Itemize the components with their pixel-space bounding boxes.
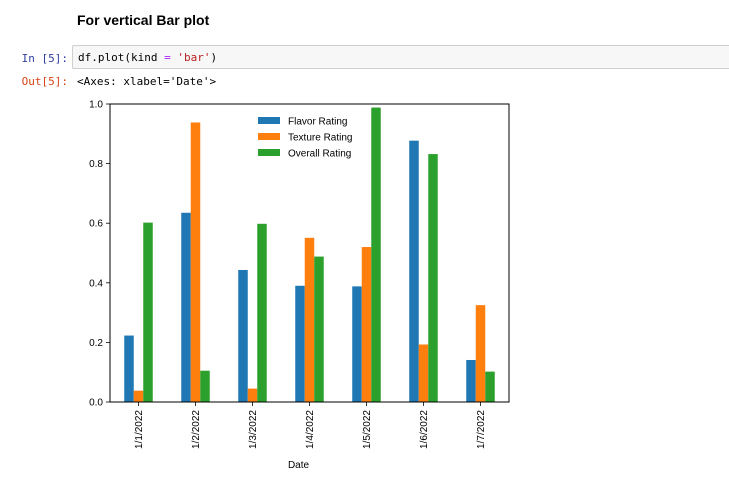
plot-frame [109, 103, 510, 403]
y-tick-label: 0.2 [89, 338, 103, 349]
code-part3: ) [210, 51, 218, 64]
bar-flavor-rating [409, 140, 419, 402]
bar-flavor-rating [238, 269, 248, 402]
bar-texture-rating [304, 237, 315, 402]
out-prompt: Out[5]: [21, 75, 68, 88]
x-tick-label: 1/3/2022 [248, 410, 259, 449]
bar-overall-rating [314, 256, 324, 402]
bar-flavor-rating [295, 285, 305, 402]
x-tick-label: 1/7/2022 [476, 410, 487, 449]
legend-label: Texture Rating [288, 133, 352, 144]
x-tick-label: 1/1/2022 [134, 410, 145, 449]
x-axis-label: Date [288, 460, 310, 471]
bar-chart: 0.0 0.2 0.4 0.6 0.8 1.0 1/1/2022 1/2/2022 1/3/20… [89, 100, 510, 471]
in-prompt: In [5]: [21, 52, 68, 65]
x-tick-label: 1/4/2022 [305, 410, 316, 449]
x-tick-label: 1/6/2022 [419, 410, 430, 449]
bar-texture-rating [475, 305, 486, 402]
y-tick-label: 0.4 [89, 278, 103, 289]
bar-overall-rating [371, 107, 381, 403]
bar-flavor-rating [181, 212, 191, 402]
bar-texture-rating [361, 247, 372, 402]
bar-overall-rating [485, 371, 495, 402]
x-tick-label: 1/2/2022 [191, 410, 202, 449]
y-tick-label: 0.0 [89, 398, 103, 409]
code-cell[interactable]: df.plot(kind = 'bar') [72, 45, 729, 69]
bar-texture-rating [418, 344, 429, 402]
bar-overall-rating [257, 223, 267, 402]
output-text: <Axes: xlabel='Date'> [77, 75, 217, 88]
legend-label: Flavor Rating [288, 117, 347, 128]
legend-swatch [258, 149, 280, 156]
code-string: 'bar' [177, 51, 211, 64]
section-heading: For vertical Bar plot [77, 12, 210, 28]
bar-overall-rating [428, 154, 438, 402]
bar-flavor-rating [466, 359, 476, 402]
bar-texture-rating [190, 122, 201, 402]
bar-overall-rating [143, 222, 153, 402]
y-tick-label: 0.8 [89, 159, 103, 170]
x-tick-label: 1/5/2022 [362, 410, 373, 449]
code-operator: = [164, 51, 171, 64]
bar-overall-rating [200, 370, 210, 402]
y-tick-label: 0.6 [89, 219, 103, 230]
y-tick-label: 1.0 [89, 100, 103, 111]
code-text[interactable]: df.plot(kind = 'bar') [78, 51, 217, 64]
legend-label: Overall Rating [288, 149, 351, 160]
bar-flavor-rating [352, 286, 362, 402]
legend-swatch [258, 117, 280, 124]
bar-flavor-rating [124, 335, 134, 402]
bar-texture-rating [133, 390, 144, 402]
bar-texture-rating [247, 388, 258, 402]
legend-swatch [258, 133, 280, 140]
code-part1: df.plot(kind [78, 51, 165, 64]
